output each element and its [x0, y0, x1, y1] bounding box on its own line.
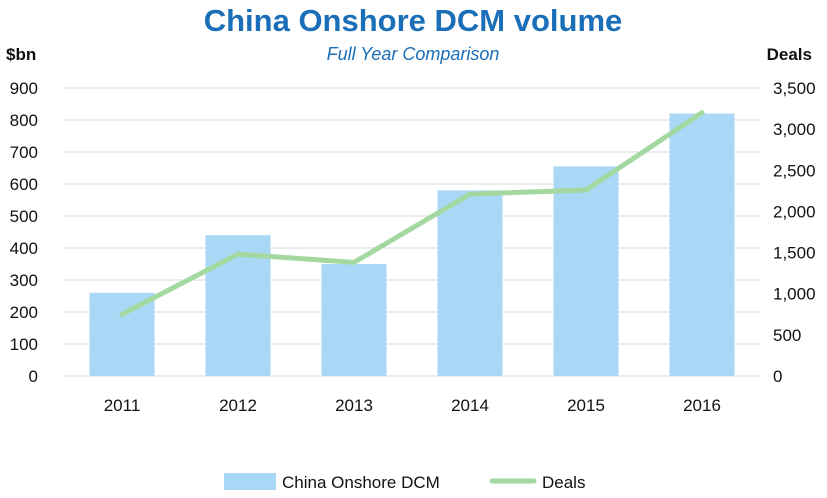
legend-swatch-dcm	[224, 473, 276, 490]
right-tick-label: 3,000	[773, 120, 816, 139]
left-tick-label: 700	[10, 143, 38, 162]
right-axis-unit-label: Deals	[767, 45, 812, 64]
left-tick-label: 300	[10, 271, 38, 290]
left-tick-label: 400	[10, 239, 38, 258]
bar	[321, 264, 387, 376]
chart-subtitle: Full Year Comparison	[327, 44, 500, 64]
x-tick-label: 2016	[683, 396, 721, 415]
x-tick-label: 2012	[219, 396, 257, 415]
bar	[669, 113, 735, 376]
gridlines	[64, 87, 760, 377]
left-tick-label: 0	[29, 367, 38, 386]
left-axis-unit-label: $bn	[6, 45, 36, 64]
x-tick-label: 2014	[451, 396, 489, 415]
bar-series	[89, 113, 735, 376]
legend-label-dcm: China Onshore DCM	[282, 473, 440, 492]
right-axis-ticks: 0 500 1,000 1,500 2,000 2,500 3,000 3,500	[773, 79, 816, 386]
left-tick-label: 600	[10, 175, 38, 194]
x-tick-label: 2015	[567, 396, 605, 415]
right-tick-label: 1,500	[773, 244, 816, 263]
right-tick-label: 0	[773, 367, 782, 386]
left-axis-ticks: 0 100 200 300 400 500 600 700 800 900	[10, 79, 38, 386]
left-tick-label: 200	[10, 303, 38, 322]
bar	[205, 235, 271, 376]
left-tick-label: 900	[10, 79, 38, 98]
left-tick-label: 800	[10, 111, 38, 130]
x-axis-ticks: 2011 2012 2013 2014 2015 2016	[104, 396, 721, 415]
left-tick-label: 100	[10, 335, 38, 354]
chart-title: China Onshore DCM volume	[204, 3, 623, 38]
deals-line	[119, 110, 705, 317]
bar	[437, 190, 503, 376]
right-tick-label: 3,500	[773, 79, 816, 98]
legend-label-deals: Deals	[542, 473, 585, 492]
right-tick-label: 500	[773, 326, 801, 345]
right-tick-label: 2,500	[773, 161, 816, 180]
right-tick-label: 2,000	[773, 202, 816, 221]
left-tick-label: 500	[10, 207, 38, 226]
legend: China Onshore DCM Deals	[224, 473, 585, 492]
x-tick-label: 2011	[104, 396, 141, 415]
line-series	[119, 110, 705, 317]
bar	[553, 166, 619, 376]
x-tick-label: 2013	[335, 396, 373, 415]
bar	[89, 292, 155, 376]
right-tick-label: 1,000	[773, 285, 816, 304]
